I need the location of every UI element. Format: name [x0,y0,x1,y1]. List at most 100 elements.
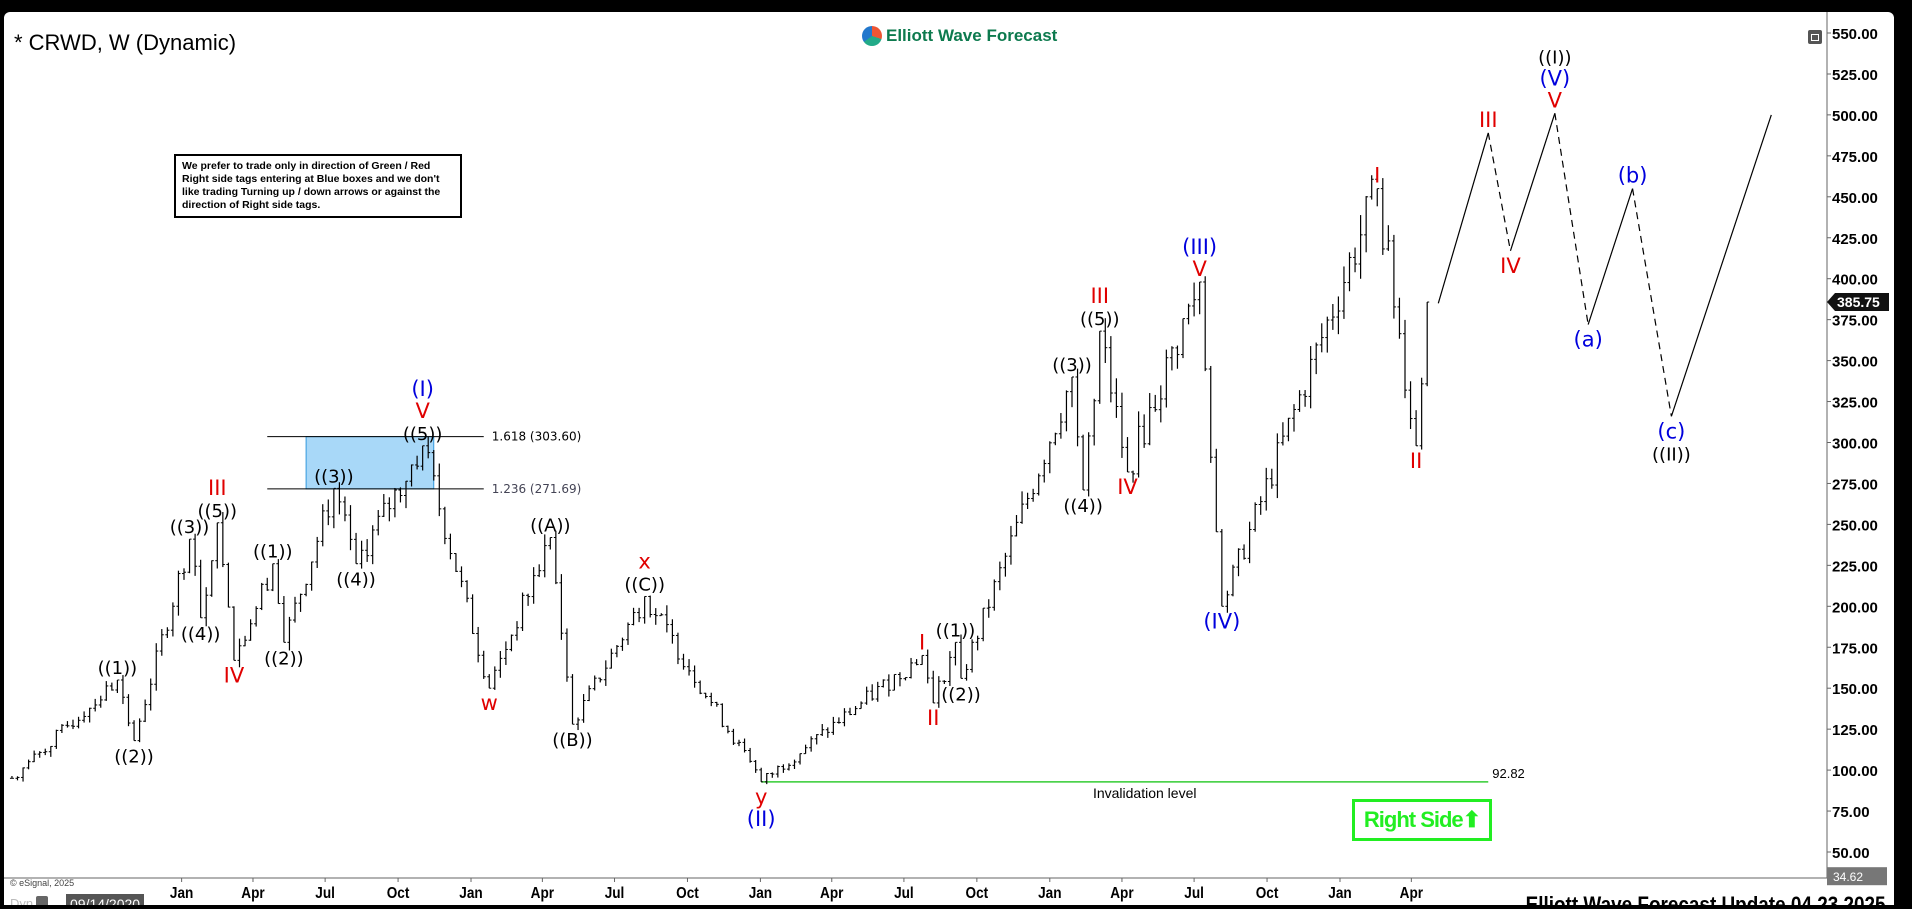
x-tick-label: Apr [241,885,265,902]
x-tick-label: Jan [459,885,482,902]
wave-label: ((4)) [181,624,221,645]
dyn-label: Dyn [10,896,34,905]
x-tick-label: Apr [1110,885,1134,902]
y-tick-label: 200.00 [1832,599,1878,616]
wave-label: (I) [411,377,434,401]
projection-segment [1487,132,1512,251]
wave-label: III [208,476,227,500]
chart-window: 550.00 525.00 500.00 475.00 450.00 425.00 400.… [4,12,1894,905]
wave-label: ((II)) [1652,444,1691,465]
wave-label: (IV) [1203,609,1240,633]
x-tick-label: Jan [749,885,772,902]
y-tick-label: 450.00 [1832,190,1878,207]
fib-label: 1.618 (303.60) [492,430,582,444]
wave-label: (b) [1618,164,1648,188]
price-chart[interactable]: 550.00 525.00 500.00 475.00 450.00 425.00 400.… [4,12,1894,905]
y-tick-label: 125.00 [1832,722,1878,739]
x-tick-label: Apr [1400,885,1424,902]
projection-segment [1554,113,1589,325]
y-tick-label: 375.00 [1832,313,1878,330]
wave-label: IV [224,663,245,687]
wave-label: I [1374,164,1380,188]
y-tick-label: 550.00 [1832,26,1878,43]
x-tick-label: Oct [966,885,989,902]
logo: Elliott Wave Forecast [862,26,1057,46]
projection-segment [1509,113,1556,252]
y-tick-label: 300.00 [1832,436,1878,453]
wave-label: ((3)) [170,517,210,538]
wave-label: ((5)) [1080,309,1120,330]
y-tick-label: 150.00 [1832,681,1878,698]
wave-label: ((I)) [1538,47,1571,68]
wave-label: III [1090,284,1109,308]
y-tick-label: 275.00 [1832,476,1878,493]
y-tick-label: 175.00 [1832,640,1878,657]
wave-label: V [1548,88,1563,112]
arrow-up-icon: ⬆ [1462,807,1481,832]
logo-text: Elliott Wave Forecast [886,26,1058,45]
x-tick-label: Jul [315,885,335,902]
wave-label: V [1192,257,1207,281]
right-side-tag: Right Side ⬆ [1352,799,1492,841]
wave-label: III [1479,108,1498,132]
wave-label: w [481,691,498,715]
x-tick-label: Jul [1184,885,1204,902]
y-tick-label: 325.00 [1832,395,1878,412]
y-tick-label: 475.00 [1832,149,1878,166]
y-tick-label: 75.00 [1832,804,1870,821]
invalidation-value: 92.82 [1492,766,1525,781]
wave-label: ((5)) [403,424,443,445]
wave-label: I [919,630,925,654]
wave-label: ((4)) [1063,496,1103,517]
cursor-date: 09/14/2020 [66,894,145,905]
invalidation-text: Invalidation level [1093,785,1197,801]
y-tick-label: 525.00 [1832,67,1878,84]
projection-segment [1437,132,1489,304]
wave-label: ((1)) [253,542,293,563]
wave-label: y [755,785,767,809]
footer-title: Elliott Wave Forecast Update 04.23.2025 [1526,892,1886,905]
projection-segment [1670,114,1772,417]
projection-segment [1631,188,1672,417]
wave-label: V [415,399,430,423]
y-tick-label: 100.00 [1832,763,1878,780]
chart-title: * CRWD, W (Dynamic) [14,30,237,55]
y-tick-label: 350.00 [1832,354,1878,371]
wave-label: ((1)) [98,658,138,679]
x-tick-label: Jul [894,885,914,902]
y-min-label: 34.62 [1833,870,1863,884]
last-price-marker [1827,293,1889,312]
restore-window-icon[interactable] [1808,30,1822,44]
lock-icon[interactable] [36,896,48,905]
projection-segment [1587,188,1634,325]
x-tick-label: Apr [531,885,555,902]
wave-label: (a) [1574,328,1603,352]
wave-label: (II) [747,807,776,831]
trading-note: We prefer to trade only in direction of … [174,154,462,218]
y-tick-label: 250.00 [1832,517,1878,534]
wave-label: x [638,549,650,573]
wave-label: ((B)) [552,730,592,751]
wave-label: ((1)) [936,620,976,641]
wave-label: ((2)) [114,747,154,768]
wave-label: IV [1117,475,1138,499]
wave-label: IV [1500,254,1521,278]
x-tick-label: Jan [1328,885,1351,902]
fib-label: 1.236 (271.69) [492,482,582,496]
y-min-box [1827,867,1887,886]
logo-icon [862,26,882,46]
wave-label: ((3)) [314,466,354,487]
wave-label: (III) [1182,235,1217,259]
wave-label: II [1410,449,1422,473]
last-price-label: 385.75 [1837,294,1880,310]
y-tick-label: 50.00 [1832,845,1870,862]
wave-label: (V) [1539,66,1570,90]
x-tick-label: Jan [170,885,193,902]
wave-label: (c) [1657,419,1685,443]
y-tick-label: 225.00 [1832,558,1878,575]
wave-label: ((A)) [530,516,570,537]
y-tick-label: 500.00 [1832,108,1878,125]
y-tick-label: 425.00 [1832,231,1878,248]
wave-label: ((4)) [336,570,376,591]
x-tick-label: Oct [676,885,699,902]
